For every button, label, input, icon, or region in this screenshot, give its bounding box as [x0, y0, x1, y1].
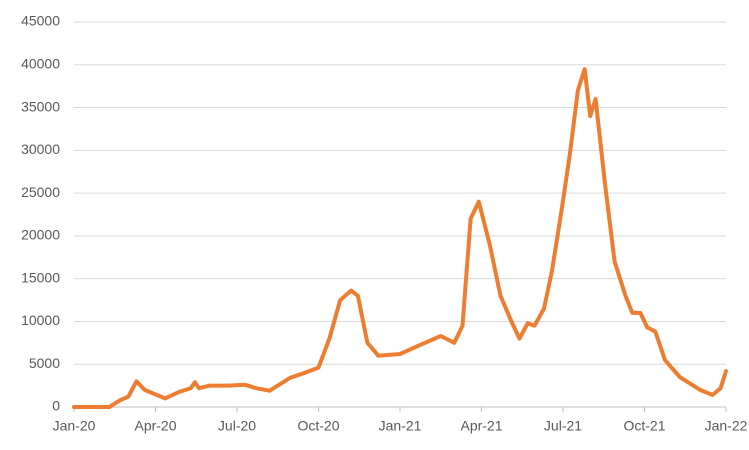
y-tick-label: 20000 [21, 227, 60, 243]
x-tick-label: Jan-20 [53, 418, 96, 434]
y-tick-label: 40000 [21, 55, 60, 71]
x-tick-label: Apr-21 [460, 418, 502, 434]
x-tick-label: Jan-22 [705, 418, 748, 434]
x-tick-label: Apr-20 [134, 418, 176, 434]
y-tick-label: 15000 [21, 269, 60, 285]
data-line [72, 67, 728, 409]
y-tick-label: 30000 [21, 141, 60, 157]
y-tick-label: 10000 [21, 312, 60, 328]
y-tick-label: 5000 [29, 355, 60, 371]
y-tick-label: 35000 [21, 98, 60, 114]
x-tick-label: Oct-21 [623, 418, 665, 434]
y-tick-label: 0 [52, 398, 60, 414]
x-tick-label: Jul-21 [544, 418, 582, 434]
x-tick-label: Jan-21 [379, 418, 422, 434]
y-tick-label: 45000 [21, 13, 60, 29]
y-tick-label: 25000 [21, 184, 60, 200]
x-tick-label: Oct-20 [297, 418, 339, 434]
x-tick-label: Jul-20 [218, 418, 256, 434]
